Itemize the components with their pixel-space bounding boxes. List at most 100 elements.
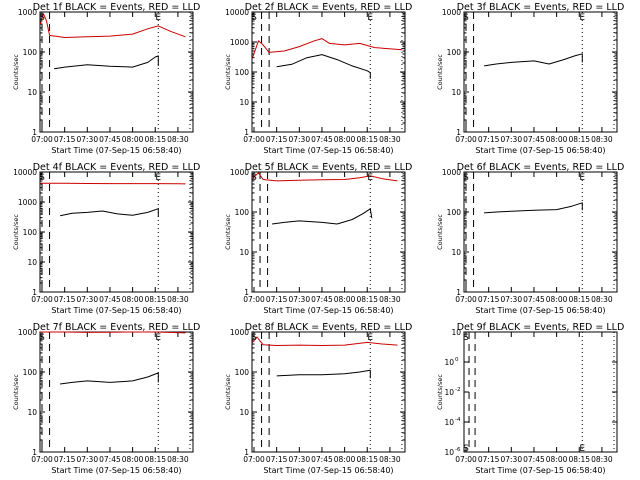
x-tick-label: 07:30 <box>76 455 98 464</box>
x-tick-label: 08:00 <box>546 455 568 464</box>
y-tick-label: 1 <box>32 128 37 137</box>
marker-E: E <box>367 333 373 343</box>
chart-title: Det 2f BLACK = Events, RED = LLD <box>245 2 413 13</box>
x-tick-label: 07:15 <box>54 295 76 304</box>
y-tick-label: 100 <box>447 48 462 57</box>
x-tick-label: 07:45 <box>523 135 545 144</box>
events-series-line <box>54 55 159 70</box>
marker-S: S <box>39 13 45 23</box>
y-axis-label: Counts/sec <box>12 374 20 410</box>
y-tick-exponent: -6 <box>455 447 461 453</box>
y-tick-label: 10 <box>239 408 249 417</box>
panel-det-4: Det 4f BLACK = Events, RED = LLD 1 10 100 10… <box>12 162 200 315</box>
x-tick-label: 07:00 <box>243 135 265 144</box>
y-axis-label: Counts/sec <box>224 214 232 250</box>
x-tick-label: 08:30 <box>379 295 401 304</box>
x-tick-label: 07:30 <box>500 455 522 464</box>
x-tick-label: 07:30 <box>76 295 98 304</box>
x-tick-label: 08:00 <box>122 455 144 464</box>
x-tick-label: 08:15 <box>568 135 590 144</box>
marker-S: S <box>39 333 45 343</box>
x-tick-label: 07:45 <box>311 455 333 464</box>
x-tick-label: 07:45 <box>99 455 121 464</box>
x-tick-label: 07:15 <box>478 295 500 304</box>
y-tick-label: 10 <box>239 98 249 107</box>
x-tick-label: 07:45 <box>99 135 121 144</box>
x-tick-label: 07:45 <box>523 295 545 304</box>
lld-series-line <box>252 172 398 182</box>
lld-series-line <box>40 331 186 334</box>
y-tick-label: 1000 <box>230 38 249 47</box>
y-tick-label: 1 <box>456 128 461 137</box>
x-tick-label: 07:15 <box>266 135 288 144</box>
x-tick-label: 07:30 <box>76 135 98 144</box>
y-axis-label: Counts/sec <box>436 374 444 410</box>
lld-series-line <box>40 182 186 185</box>
x-axis-label: Start Time (07-Sep-15 06:58:40) <box>475 466 605 475</box>
y-tick-label: 1000 <box>442 8 461 17</box>
panel-det-3: Det 3f BLACK = Events, RED = LLD 1 10 100 10… <box>436 2 624 155</box>
y-tick-label: 1 <box>456 288 461 297</box>
y-tick-label: 1000 <box>18 198 37 207</box>
lld-series-line <box>252 336 398 346</box>
x-tick-label: 08:30 <box>591 295 613 304</box>
plot-frame <box>463 171 618 293</box>
chart-title: Det 8f BLACK = Events, RED = LLD <box>245 322 413 333</box>
x-tick-label: 08:30 <box>379 135 401 144</box>
y-tick-label: 10000 <box>225 8 249 17</box>
panel-det-7: Det 7f BLACK = Events, RED = LLD 1 10 100 10… <box>12 322 200 475</box>
marker-S: S <box>463 173 469 183</box>
x-tick-label: 08:15 <box>356 295 378 304</box>
x-tick-label: 08:15 <box>144 295 166 304</box>
y-tick-label: 10 <box>27 258 37 267</box>
y-axis-label: Counts/sec <box>436 214 444 250</box>
x-axis-label: Start Time (07-Sep-15 06:58:40) <box>475 146 605 155</box>
x-tick-label: 07:15 <box>266 455 288 464</box>
plot-frame <box>463 331 618 453</box>
y-tick-label: 100 <box>23 368 38 377</box>
chart-title: Det 1f BLACK = Events, RED = LLD <box>33 2 201 13</box>
x-tick-label: 08:00 <box>334 135 356 144</box>
y-axis-label: Counts/sec <box>12 214 20 250</box>
x-tick-label: 07:30 <box>500 135 522 144</box>
x-tick-label: 07:00 <box>243 295 265 304</box>
y-axis-label: Counts/sec <box>12 54 20 90</box>
x-tick-label: 07:45 <box>311 135 333 144</box>
x-tick-label: 08:00 <box>334 295 356 304</box>
panel-det-8: Det 8f BLACK = Events, RED = LLD 1 10 100 10… <box>224 322 412 475</box>
y-tick-label: 10 <box>451 88 461 97</box>
plot-frame <box>39 331 194 453</box>
x-axis-label: Start Time (07-Sep-15 06:58:40) <box>51 306 181 315</box>
events-series-line <box>276 369 371 379</box>
plot-frame <box>39 171 194 293</box>
y-tick-label: 100 <box>447 208 462 217</box>
panel-det-2: Det 2f BLACK = Events, RED = LLD 1 10 100 10… <box>224 2 412 155</box>
x-tick-label: 07:00 <box>243 455 265 464</box>
marker-S: S <box>463 333 469 343</box>
y-tick-label: 1 <box>32 448 37 457</box>
y-axis-label: Counts/sec <box>436 54 444 90</box>
y-tick-label: 10 <box>451 248 461 257</box>
y-axis-label: Counts/sec <box>224 54 232 90</box>
marker-S: S <box>39 173 45 183</box>
y-tick-label: 1000 <box>230 168 249 177</box>
marker-S: S <box>251 333 257 343</box>
panel-det-5: Det 5f BLACK = Events, RED = LLD 1 10 100 10… <box>224 162 412 315</box>
y-tick-label: 10 <box>451 328 461 337</box>
x-tick-label: 07:45 <box>99 295 121 304</box>
x-tick-label: 08:15 <box>144 455 166 464</box>
x-tick-label: 07:30 <box>288 295 310 304</box>
y-tick-label: 100 <box>235 68 250 77</box>
events-series-line <box>272 208 373 225</box>
chart-title: Det 5f BLACK = Events, RED = LLD <box>245 162 413 173</box>
x-tick-label: 08:15 <box>356 455 378 464</box>
x-tick-label: 07:15 <box>54 455 76 464</box>
x-tick-label: 08:15 <box>356 135 378 144</box>
panel-det-1: Det 1f BLACK = Events, RED = LLD 1 10 100 10… <box>12 2 200 155</box>
marker-S: S <box>251 13 257 23</box>
lld-series-line <box>40 13 186 38</box>
plot-frame <box>251 11 406 133</box>
x-tick-label: 07:00 <box>31 295 53 304</box>
x-tick-label: 08:30 <box>591 455 613 464</box>
